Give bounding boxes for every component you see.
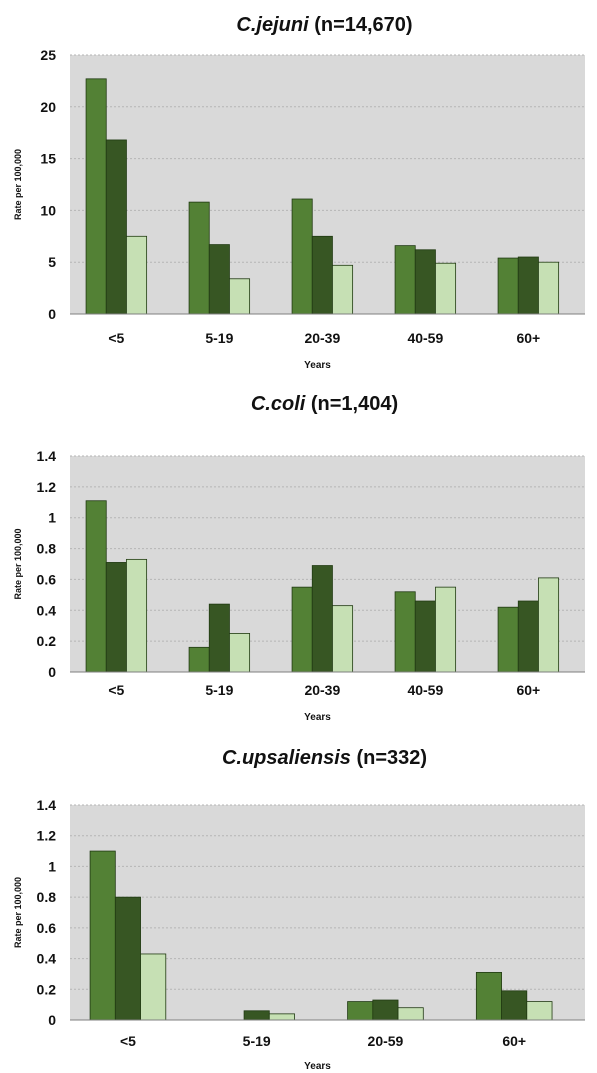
bar-s1 <box>394 591 416 673</box>
x-tick-label: 20-39 <box>304 330 340 346</box>
y-axis-label: Rate per 100,000 <box>13 149 23 220</box>
chart-title-species: C.coli <box>251 393 306 415</box>
chart-jejuni: C.jejuni (n=14,670) 0 5 10 15 20 25 <5 5-19 20-39… <box>13 14 585 371</box>
y-tick-label: 5 <box>48 254 56 270</box>
x-tick-label: 60+ <box>516 682 540 698</box>
bar-s3 <box>538 577 560 673</box>
bar-s2 <box>372 999 399 1021</box>
chart-title: C.upsaliensis (n=332) <box>222 747 427 769</box>
bar-s2 <box>208 603 230 673</box>
y-tick-label: 10 <box>40 202 56 218</box>
y-tick-label: 0.6 <box>37 920 57 936</box>
bar-s3 <box>126 235 148 315</box>
bar-s3 <box>435 262 457 315</box>
y-tick-label: 0 <box>48 1012 56 1028</box>
y-tick-label: 0.8 <box>37 889 57 905</box>
y-tick-label: 1.4 <box>37 797 57 813</box>
chart-title-count: (n=14,670) <box>309 14 413 36</box>
x-tick-label: 5-19 <box>205 682 233 698</box>
bar-s1 <box>394 245 416 315</box>
bar-s2 <box>311 235 333 315</box>
x-tick-label: <5 <box>120 1033 136 1049</box>
x-axis-label: Years <box>304 712 331 723</box>
x-tick-label: 60+ <box>502 1033 526 1049</box>
bar-s2 <box>517 256 539 315</box>
y-tick-label: 0.6 <box>37 571 57 587</box>
y-tick-label: 15 <box>40 151 56 167</box>
y-tick-label: 1 <box>48 858 56 874</box>
y-axis-label: Rate per 100,000 <box>13 877 23 948</box>
y-tick-label: 0 <box>48 664 56 680</box>
bar-s1 <box>291 586 313 673</box>
chart-title: C.jejuni (n=14,670) <box>236 14 412 36</box>
bar-s2 <box>311 565 333 673</box>
chart-coli: C.coli (n=1,404) 0 0.2 0.4 0.6 0.8 1 1.2 1.4 <5 5-… <box>13 393 585 723</box>
y-tick-label: 25 <box>40 47 56 63</box>
x-tick-label: <5 <box>108 682 124 698</box>
chart-title-species: C.jejuni <box>236 14 309 36</box>
bar-s2 <box>517 600 539 673</box>
bar-s3 <box>140 953 167 1021</box>
bar-s3 <box>332 605 354 673</box>
chart-upsaliensis: C.upsaliensis (n=332) 0 0.2 0.4 0.6 0.8 1 1.2 1.… <box>13 747 585 1072</box>
x-tick-label: 5-19 <box>243 1033 271 1049</box>
bar-s1 <box>89 850 116 1021</box>
bar-s1 <box>475 971 502 1021</box>
y-tick-label: 0.4 <box>37 602 57 618</box>
bar-s2 <box>105 139 127 315</box>
bar-s1 <box>291 198 313 315</box>
bar-s3 <box>126 558 148 673</box>
x-tick-label: 40-59 <box>407 330 443 346</box>
y-tick-label: 0.2 <box>37 981 57 997</box>
bar-s3 <box>268 1013 295 1021</box>
bar-s2 <box>501 990 528 1021</box>
x-axis-label: Years <box>304 360 331 371</box>
chart-panel-jejuni: C.jejuni (n=14,670) 0 5 10 15 20 25 <5 5-19 20-39… <box>0 0 597 375</box>
bar-s2 <box>208 244 230 315</box>
bar-s1 <box>497 606 519 673</box>
bar-s2 <box>114 896 141 1021</box>
bar-s3 <box>538 261 560 315</box>
bar-s3 <box>526 1001 553 1021</box>
chart-panel-upsaliensis: C.upsaliensis (n=332) 0 0.2 0.4 0.6 0.8 1 1.2 1.… <box>0 730 597 1073</box>
y-tick-label: 0.8 <box>37 541 57 557</box>
y-tick-label: 0.2 <box>37 633 57 649</box>
bar-s1 <box>85 500 107 673</box>
chart-panel-coli: C.coli (n=1,404) 0 0.2 0.4 0.6 0.8 1 1.2 1.4 <5 5-… <box>0 375 597 730</box>
chart-title: C.coli (n=1,404) <box>251 393 398 415</box>
bar-s1 <box>188 201 210 315</box>
bar-s3 <box>332 264 354 315</box>
bar-s2 <box>414 600 436 673</box>
x-tick-label: 60+ <box>516 330 540 346</box>
x-tick-label: 20-39 <box>304 682 340 698</box>
y-tick-label: 1 <box>48 510 56 526</box>
x-tick-label: 40-59 <box>407 682 443 698</box>
bar-s2 <box>105 562 127 673</box>
x-tick-label: 20-59 <box>368 1033 404 1049</box>
x-axis-label: Years <box>304 1061 331 1072</box>
bar-s3 <box>229 633 251 673</box>
chart-title-count: (n=1,404) <box>305 393 398 415</box>
bar-s1 <box>188 646 210 673</box>
y-tick-label: 0.4 <box>37 951 57 967</box>
y-tick-label: 20 <box>40 99 56 115</box>
bar-s2 <box>414 249 436 315</box>
bar-s1 <box>85 78 107 315</box>
x-tick-label: <5 <box>108 330 124 346</box>
chart-title-species: C.upsaliensis <box>222 747 351 769</box>
y-tick-label: 1.4 <box>37 448 57 464</box>
chart-title-count: (n=332) <box>351 747 427 769</box>
x-tick-label: 5-19 <box>205 330 233 346</box>
bar-s3 <box>397 1007 424 1021</box>
bar-s1 <box>497 257 519 315</box>
y-tick-label: 0 <box>48 306 56 322</box>
y-tick-label: 1.2 <box>37 828 57 844</box>
bar-s1 <box>347 1001 374 1021</box>
bar-s2 <box>243 1010 270 1021</box>
y-axis-label: Rate per 100,000 <box>13 528 23 599</box>
bar-s3 <box>229 278 251 315</box>
y-tick-label: 1.2 <box>37 479 57 495</box>
bar-s3 <box>435 586 457 673</box>
